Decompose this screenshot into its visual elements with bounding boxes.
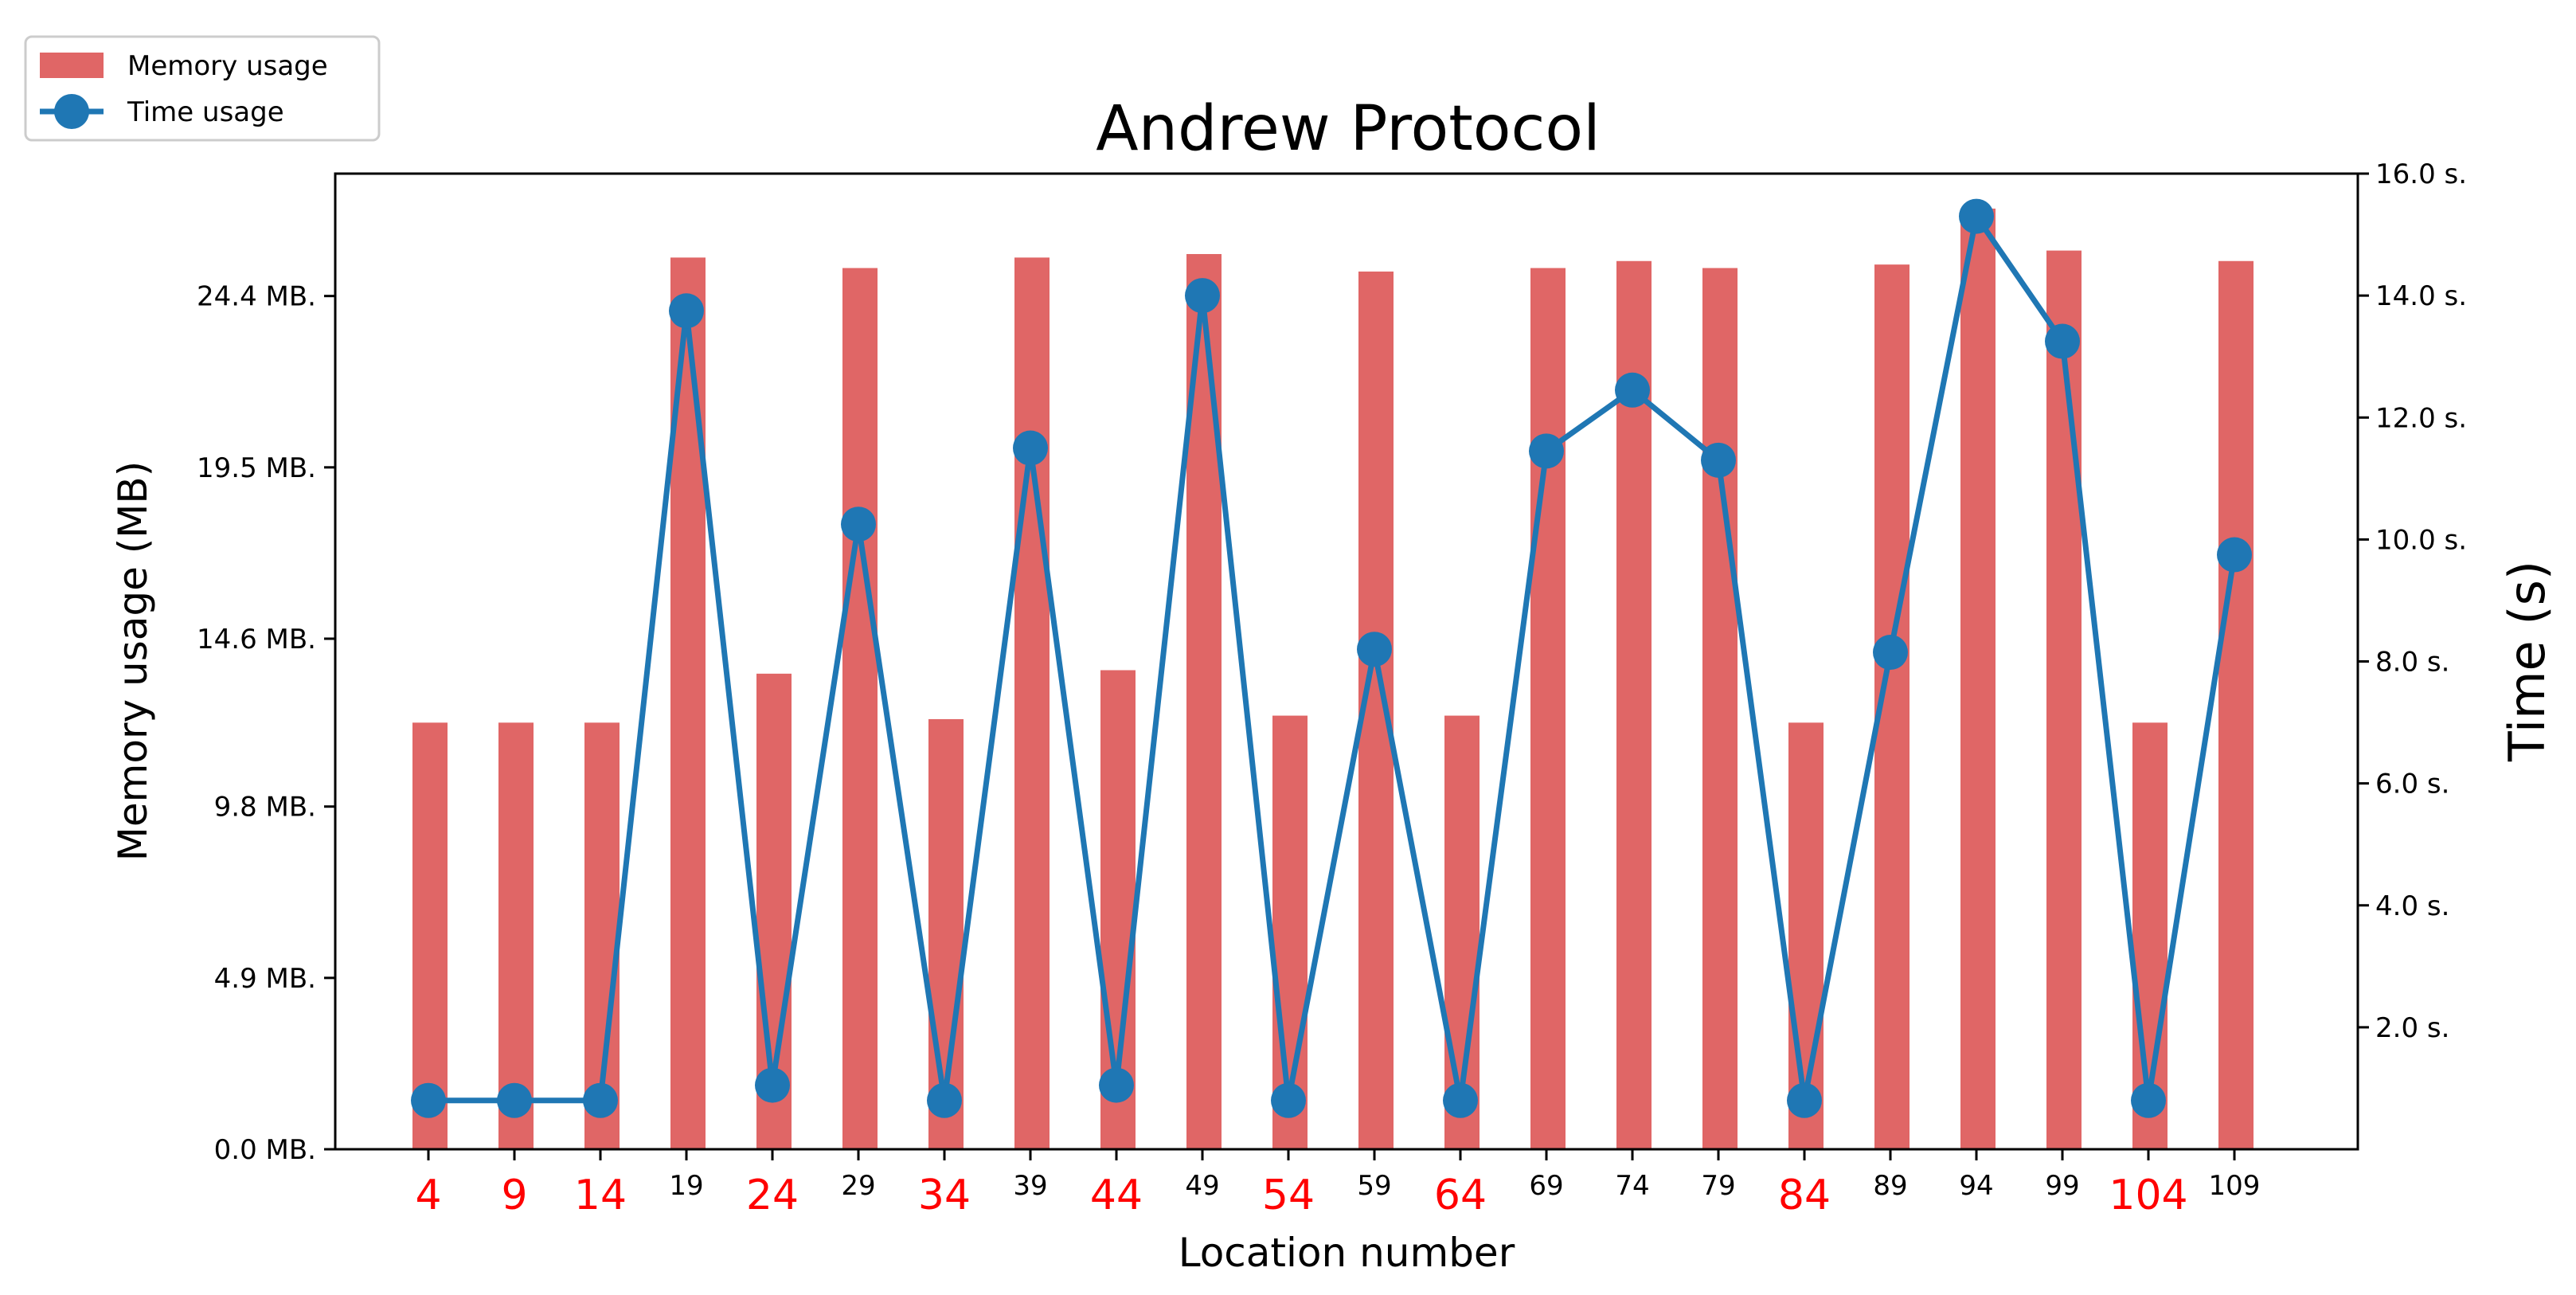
time-point-19 — [669, 293, 704, 329]
x-tick-label-34: 34 — [918, 1172, 971, 1219]
x-tick-label-39: 39 — [1013, 1170, 1047, 1202]
memory-bar-39 — [1014, 257, 1050, 1149]
time-point-4 — [411, 1082, 446, 1118]
x-tick-label-69: 69 — [1529, 1170, 1563, 1202]
x-tick-label-94: 94 — [1959, 1170, 1993, 1202]
legend-memory-swatch — [40, 53, 104, 78]
x-tick-label-84: 84 — [1778, 1172, 1831, 1219]
right-tick-label: 16.0 s. — [2375, 158, 2467, 190]
time-point-69 — [1529, 433, 1564, 469]
left-tick-label: 9.8 MB. — [214, 792, 316, 824]
legend: Memory usage Time usage — [24, 35, 381, 142]
memory-bar-99 — [2046, 250, 2082, 1149]
memory-bar-4 — [412, 722, 448, 1149]
time-point-24 — [755, 1067, 790, 1103]
x-tick-label-44: 44 — [1090, 1172, 1143, 1219]
left-tick-label: 14.6 MB. — [197, 624, 316, 655]
x-tick-label-14: 14 — [574, 1172, 627, 1219]
legend-box — [24, 35, 381, 142]
x-tick-label-79: 79 — [1701, 1170, 1735, 1202]
x-tick-label-74: 74 — [1615, 1170, 1649, 1202]
time-point-14 — [583, 1082, 618, 1118]
time-point-29 — [841, 507, 876, 542]
x-tick-label-24: 24 — [746, 1172, 799, 1219]
time-point-44 — [1099, 1067, 1134, 1103]
time-point-99 — [2045, 323, 2080, 359]
time-point-94 — [1959, 198, 1994, 234]
time-point-49 — [1185, 278, 1220, 314]
x-tick-label-64: 64 — [1434, 1172, 1487, 1219]
x-axis-title: Location number — [1179, 1230, 1515, 1276]
x-tick-label-109: 109 — [2209, 1170, 2261, 1202]
time-point-34 — [927, 1082, 962, 1118]
chart-title: Andrew Protocol — [1096, 93, 1601, 165]
y-axis-title: Memory usage (MB) — [110, 461, 156, 861]
x-tick-label-59: 59 — [1357, 1170, 1391, 1202]
x-tick-label-99: 99 — [2045, 1170, 2079, 1202]
x-tick-label-54: 54 — [1262, 1172, 1315, 1219]
y2-axis-title: Time (s) — [2498, 561, 2556, 762]
legend-memory-label: Memory usage — [127, 50, 328, 82]
time-point-79 — [1701, 442, 1736, 478]
time-point-9 — [497, 1082, 532, 1118]
right-tick-label: 8.0 s. — [2375, 647, 2449, 679]
left-tick-label: 4.9 MB. — [214, 963, 316, 995]
right-tick-label: 14.0 s. — [2375, 280, 2467, 312]
x-tick-label-104: 104 — [2109, 1172, 2187, 1219]
x-tick-label-9: 9 — [501, 1172, 527, 1219]
time-point-74 — [1615, 372, 1650, 408]
time-point-104 — [2131, 1082, 2166, 1118]
time-point-64 — [1443, 1082, 1478, 1118]
time-line — [411, 198, 2252, 1118]
x-axis: 4 9 14 19 24 29 34 39 44 49 54 59 64 69 74 79 84 89 94 99 10… — [415, 1149, 2260, 1219]
right-tick-label: 4.0 s. — [2375, 890, 2449, 922]
time-point-54 — [1271, 1082, 1306, 1118]
memory-bar-69 — [1530, 268, 1566, 1150]
memory-bar-29 — [842, 268, 878, 1150]
left-tick-label: 24.4 MB. — [197, 281, 316, 313]
memory-bar-109 — [2218, 260, 2254, 1149]
right-tick-label: 6.0 s. — [2375, 769, 2449, 800]
time-point-39 — [1013, 430, 1048, 466]
right-tick-label: 10.0 s. — [2375, 524, 2467, 556]
x-tick-label-49: 49 — [1185, 1170, 1219, 1202]
time-usage-line — [428, 213, 2238, 1104]
x-tick-label-89: 89 — [1873, 1170, 1907, 1202]
time-point-84 — [1787, 1082, 1822, 1118]
right-tick-label: 12.0 s. — [2375, 402, 2467, 434]
memory-bar-74 — [1616, 260, 1652, 1149]
left-axis: 0.0 MB. 4.9 MB. 9.8 MB. 14.6 MB. 19.5 MB. 24.… — [197, 281, 335, 1166]
x-tick-label-19: 19 — [669, 1170, 703, 1202]
memory-bar-9 — [498, 722, 534, 1149]
time-point-59 — [1357, 632, 1392, 667]
x-tick-label-29: 29 — [841, 1170, 875, 1202]
time-point-89 — [1873, 635, 1908, 671]
left-tick-label: 19.5 MB. — [197, 452, 316, 484]
right-axis: 2.0 s. 4.0 s. 6.0 s. 8.0 s. 10.0 s. 12.0 s. 14… — [2358, 158, 2467, 1044]
legend-time-label: Time usage — [127, 96, 284, 128]
memory-bar-79 — [1702, 268, 1738, 1150]
x-tick-label-4: 4 — [415, 1172, 441, 1219]
left-tick-label: 0.0 MB. — [214, 1134, 316, 1166]
right-tick-label: 2.0 s. — [2375, 1012, 2449, 1044]
memory-bar-54 — [1272, 715, 1308, 1149]
memory-bar-94 — [1960, 208, 1996, 1150]
legend-time-swatch-marker — [54, 94, 89, 129]
time-point-109 — [2217, 537, 2252, 573]
